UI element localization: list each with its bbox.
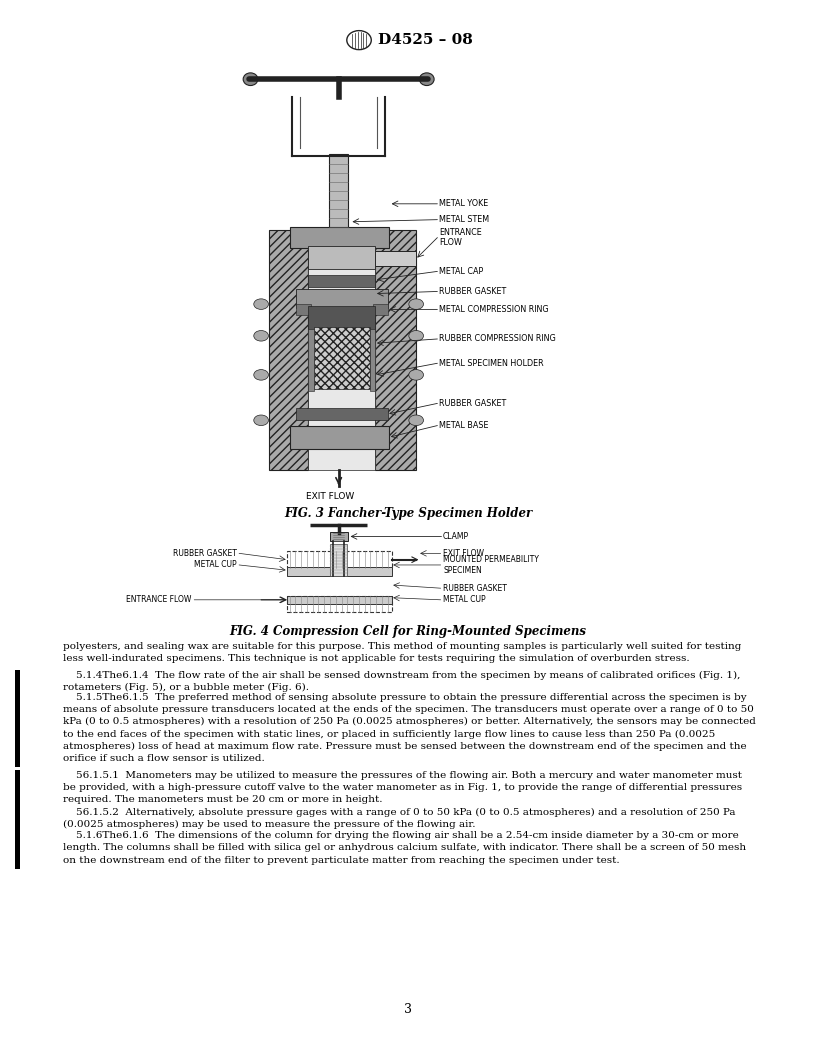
Bar xyxy=(296,304,311,315)
Text: polyesters, and sealing wax are suitable for this purpose. This method of mounti: polyesters, and sealing wax are suitable… xyxy=(63,642,741,652)
Text: METAL SPECIMEN HOLDER: METAL SPECIMEN HOLDER xyxy=(439,359,543,367)
Ellipse shape xyxy=(254,331,268,341)
Bar xyxy=(375,230,416,470)
Bar xyxy=(308,230,375,470)
Bar xyxy=(308,306,375,333)
Bar xyxy=(330,532,348,541)
Text: orifice if such a flow sensor is utilized.: orifice if such a flow sensor is utilize… xyxy=(63,754,264,763)
Text: rotameters (Fig. 5), or a bubble meter (Fig. 6).: rotameters (Fig. 5), or a bubble meter (… xyxy=(63,683,308,692)
Ellipse shape xyxy=(254,299,268,309)
Bar xyxy=(375,251,416,266)
Text: ENTRANCE FLOW: ENTRANCE FLOW xyxy=(126,596,192,604)
Ellipse shape xyxy=(419,73,434,86)
Text: RUBBER COMPRESSION RING: RUBBER COMPRESSION RING xyxy=(439,335,556,343)
Text: 3: 3 xyxy=(404,1003,412,1016)
Bar xyxy=(15,692,20,768)
Bar xyxy=(287,596,392,612)
Ellipse shape xyxy=(254,370,268,380)
Bar xyxy=(370,329,375,391)
Text: 56.1.5.1  Manometers may be utilized to measure the pressures of the flowing air: 56.1.5.1 Manometers may be utilized to m… xyxy=(63,771,742,780)
Ellipse shape xyxy=(409,299,424,309)
Text: METAL STEM: METAL STEM xyxy=(439,215,489,224)
Bar xyxy=(287,567,392,576)
Ellipse shape xyxy=(409,370,424,380)
Text: required. The manometers must be 20 cm or more in height.: required. The manometers must be 20 cm o… xyxy=(63,795,383,805)
Bar xyxy=(308,329,314,391)
Text: RUBBER GASKET: RUBBER GASKET xyxy=(443,584,507,592)
Ellipse shape xyxy=(409,415,424,426)
Ellipse shape xyxy=(409,331,424,341)
Ellipse shape xyxy=(243,73,258,86)
Bar xyxy=(15,830,20,869)
Text: to the end faces of the specimen with static lines, or placed in sufficiently la: to the end faces of the specimen with st… xyxy=(63,730,715,738)
Text: 5.1.5The6.1.5  The preferred method of sensing absolute pressure to obtain the p: 5.1.5The6.1.5 The preferred method of se… xyxy=(63,693,747,702)
Text: length. The columns shall be filled with silica gel or anhydrous calcium sulfate: length. The columns shall be filled with… xyxy=(63,844,746,852)
Text: (0.0025 atmospheres) may be used to measure the pressure of the flowing air.: (0.0025 atmospheres) may be used to meas… xyxy=(63,821,476,829)
Text: means of absolute pressure transducers located at the ends of the specimen. The : means of absolute pressure transducers l… xyxy=(63,705,754,714)
Bar xyxy=(287,551,392,568)
Text: be provided, with a high-pressure cutoff valve to the water manometer as in Fig.: be provided, with a high-pressure cutoff… xyxy=(63,784,742,792)
Text: METAL BASE: METAL BASE xyxy=(439,421,489,430)
Text: 5.1.4The6.1.4  The flow rate of the air shall be sensed downstream from the spec: 5.1.4The6.1.4 The flow rate of the air s… xyxy=(63,671,740,680)
Bar xyxy=(15,807,20,833)
Bar xyxy=(15,770,20,809)
Text: less well-indurated specimens. This technique is not applicable for tests requir: less well-indurated specimens. This tech… xyxy=(63,655,690,663)
Bar xyxy=(330,544,347,576)
Text: RUBBER GASKET: RUBBER GASKET xyxy=(439,287,506,296)
Text: 5.1.6The6.1.6  The dimensions of the column for drying the flowing air shall be : 5.1.6The6.1.6 The dimensions of the colu… xyxy=(63,831,738,841)
Text: METAL CUP: METAL CUP xyxy=(443,596,486,604)
Text: D4525 – 08: D4525 – 08 xyxy=(378,33,472,48)
Bar xyxy=(287,596,392,604)
Bar xyxy=(296,408,388,420)
Text: EXIT FLOW: EXIT FLOW xyxy=(306,492,355,501)
Text: MOUNTED PERMEABILITY
SPECIMEN: MOUNTED PERMEABILITY SPECIMEN xyxy=(443,555,539,574)
Text: ENTRANCE
FLOW: ENTRANCE FLOW xyxy=(439,228,481,247)
Text: FIG. 4 Compression Cell for Ring-Mounted Specimens: FIG. 4 Compression Cell for Ring-Mounted… xyxy=(229,625,587,638)
Text: 56.1.5.2  Alternatively, absolute pressure gages with a range of 0 to 50 kPa (0 : 56.1.5.2 Alternatively, absolute pressur… xyxy=(63,808,735,817)
Bar xyxy=(296,289,388,308)
Text: METAL CUP: METAL CUP xyxy=(194,561,237,569)
Bar xyxy=(290,426,389,449)
Ellipse shape xyxy=(254,415,268,426)
Text: FIG. 3 Fancher-Type Specimen Holder: FIG. 3 Fancher-Type Specimen Holder xyxy=(284,507,532,520)
Text: RUBBER GASKET: RUBBER GASKET xyxy=(439,399,506,408)
Text: METAL COMPRESSION RING: METAL COMPRESSION RING xyxy=(439,305,548,314)
Bar xyxy=(329,154,348,230)
Bar xyxy=(373,304,388,315)
Text: METAL YOKE: METAL YOKE xyxy=(439,200,488,208)
Bar xyxy=(290,227,389,248)
Text: METAL CAP: METAL CAP xyxy=(439,267,483,276)
Text: kPa (0 to 0.5 atmospheres) with a resolution of 250 Pa (0.0025 atmospheres) or b: kPa (0 to 0.5 atmospheres) with a resolu… xyxy=(63,717,756,727)
Text: RUBBER GASKET: RUBBER GASKET xyxy=(173,549,237,558)
Bar xyxy=(308,275,375,287)
Text: on the downstream end of the filter to prevent particulate matter from reaching : on the downstream end of the filter to p… xyxy=(63,855,619,865)
Text: atmospheres) loss of head at maximum flow rate. Pressure must be sensed between : atmospheres) loss of head at maximum flo… xyxy=(63,741,747,751)
Bar xyxy=(15,670,20,696)
Bar xyxy=(308,246,375,269)
Bar xyxy=(314,327,370,389)
Bar xyxy=(269,230,308,470)
Text: EXIT FLOW: EXIT FLOW xyxy=(443,549,484,558)
Text: CLAMP: CLAMP xyxy=(443,532,469,541)
